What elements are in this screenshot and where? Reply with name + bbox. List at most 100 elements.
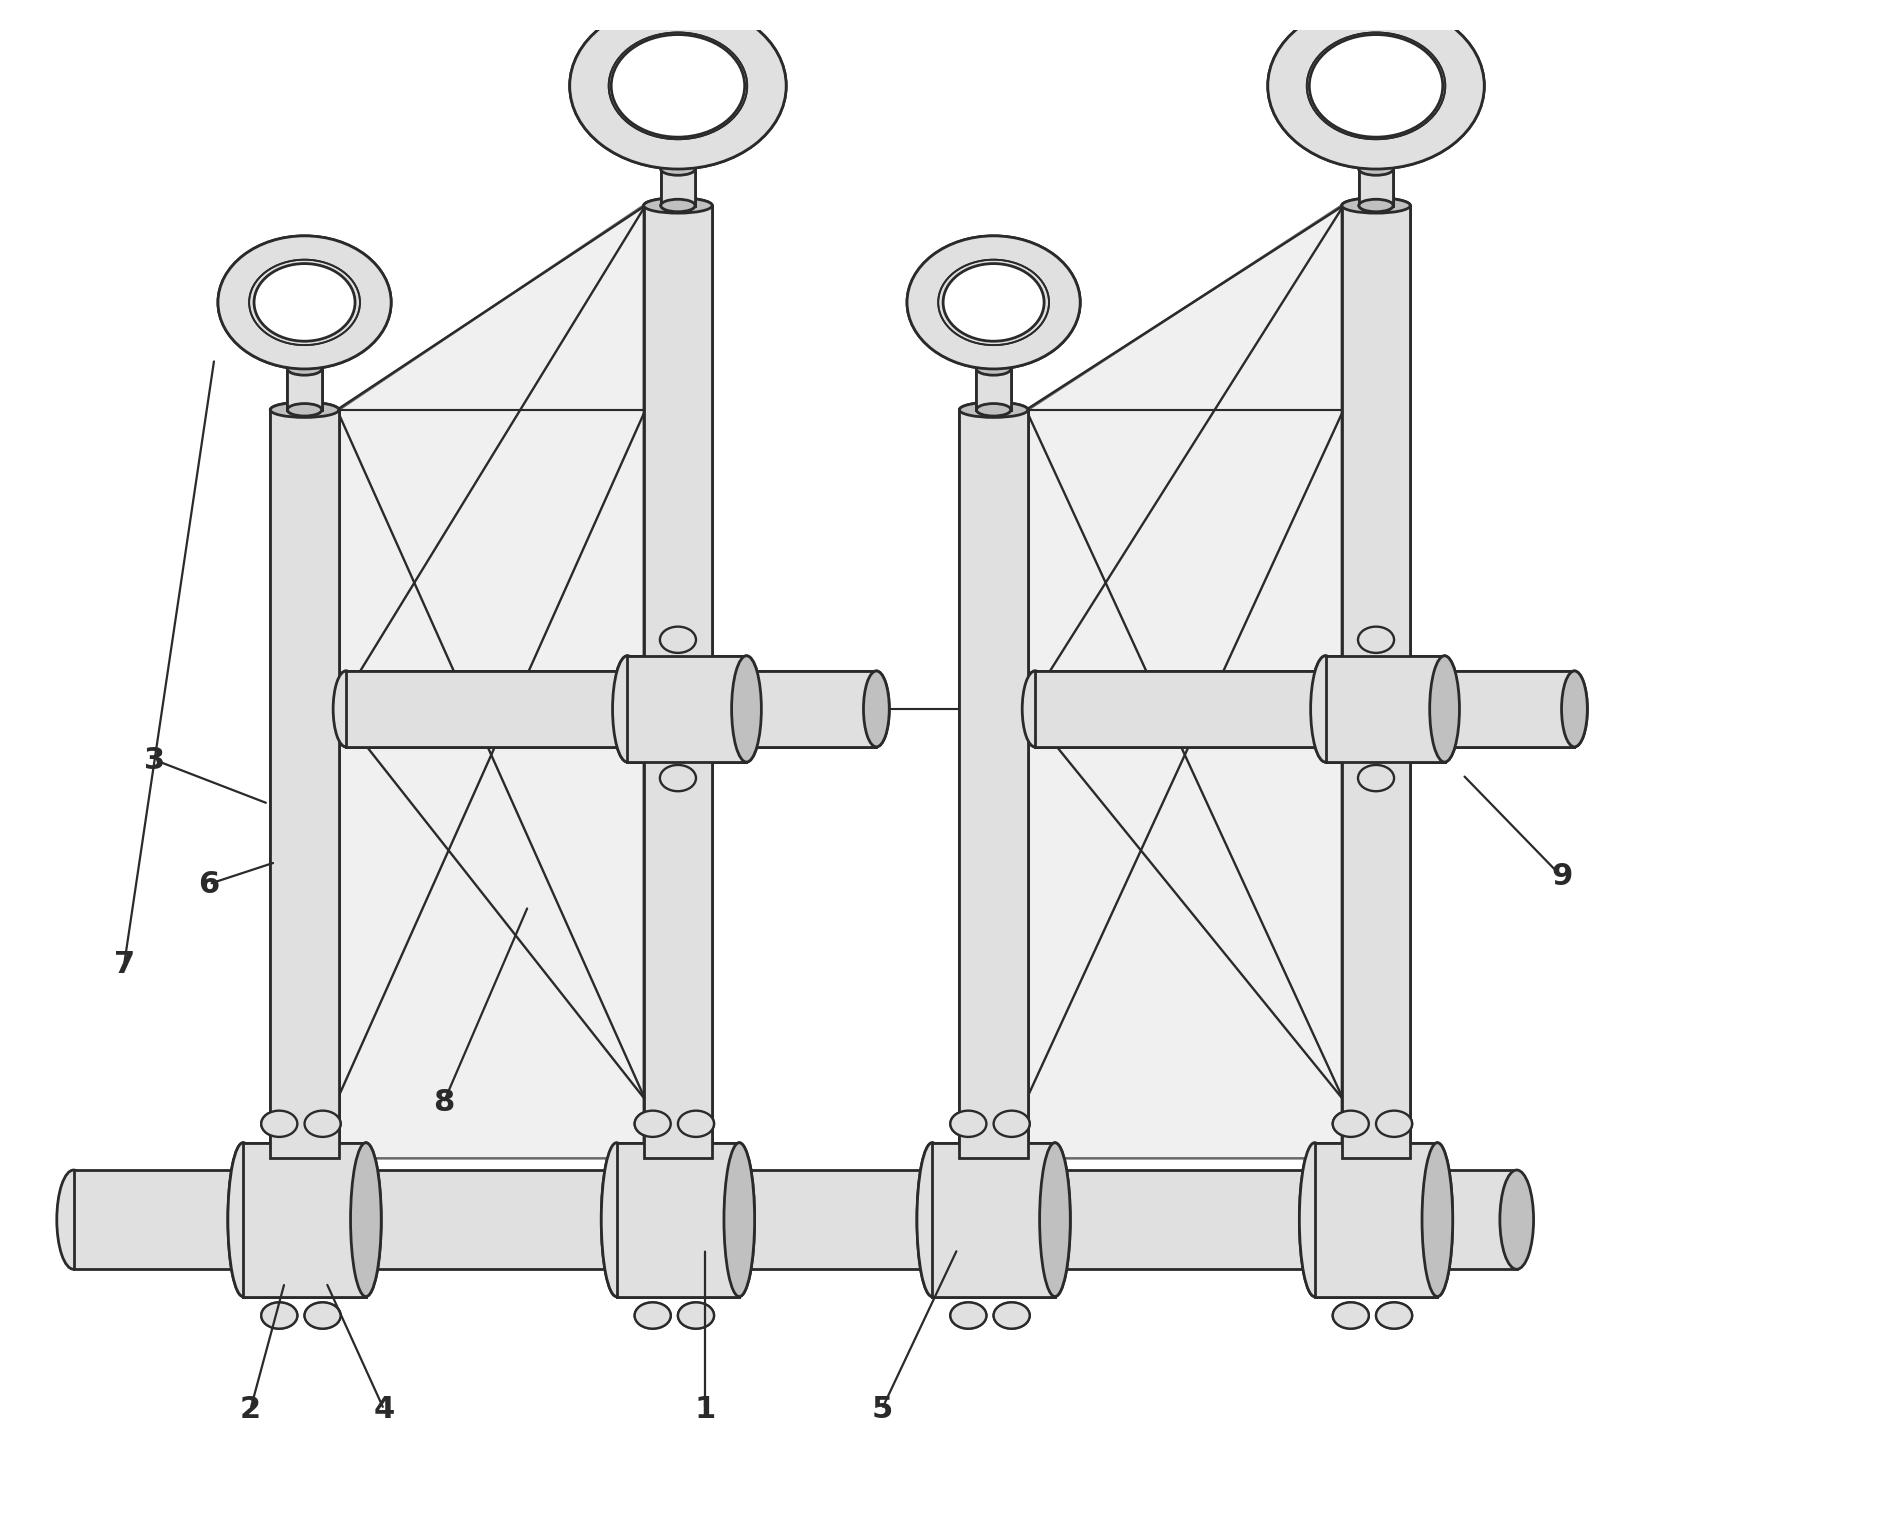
Ellipse shape — [333, 670, 359, 746]
Ellipse shape — [304, 1303, 340, 1328]
Polygon shape — [616, 1143, 738, 1297]
Ellipse shape — [977, 363, 1011, 375]
Ellipse shape — [1359, 163, 1392, 175]
Ellipse shape — [1332, 1303, 1368, 1328]
Text: 9: 9 — [1552, 862, 1573, 891]
Ellipse shape — [227, 1143, 259, 1297]
Ellipse shape — [661, 163, 695, 175]
Ellipse shape — [611, 35, 744, 137]
Ellipse shape — [613, 655, 643, 762]
Ellipse shape — [635, 1111, 671, 1137]
Ellipse shape — [1375, 1303, 1413, 1328]
Ellipse shape — [1022, 670, 1048, 746]
Ellipse shape — [678, 1111, 714, 1137]
Ellipse shape — [644, 1151, 712, 1166]
Ellipse shape — [287, 363, 321, 375]
Polygon shape — [644, 205, 712, 1158]
Ellipse shape — [678, 1303, 714, 1328]
Ellipse shape — [1342, 1151, 1411, 1166]
Ellipse shape — [333, 670, 359, 746]
Polygon shape — [1035, 670, 1575, 746]
Ellipse shape — [271, 403, 338, 418]
Ellipse shape — [1300, 1143, 1330, 1297]
Polygon shape — [628, 655, 746, 762]
Ellipse shape — [917, 1143, 947, 1297]
Ellipse shape — [644, 198, 712, 213]
Ellipse shape — [1499, 1170, 1533, 1269]
Ellipse shape — [1359, 199, 1392, 211]
Text: 5: 5 — [872, 1395, 893, 1424]
Ellipse shape — [287, 403, 321, 416]
Ellipse shape — [660, 626, 695, 654]
Polygon shape — [932, 1143, 1054, 1297]
Ellipse shape — [611, 35, 744, 137]
Polygon shape — [977, 369, 1011, 410]
Ellipse shape — [304, 1111, 340, 1137]
Polygon shape — [1315, 1143, 1437, 1297]
Polygon shape — [1028, 205, 1342, 1158]
Text: 6: 6 — [199, 869, 220, 898]
Ellipse shape — [1300, 1143, 1330, 1297]
Ellipse shape — [661, 163, 695, 175]
Ellipse shape — [678, 1303, 714, 1328]
Text: 4: 4 — [374, 1395, 395, 1424]
Ellipse shape — [304, 1111, 340, 1137]
Ellipse shape — [1422, 1143, 1452, 1297]
Text: 8: 8 — [432, 1088, 455, 1117]
Polygon shape — [1342, 205, 1411, 1158]
Ellipse shape — [261, 1111, 297, 1137]
Ellipse shape — [661, 199, 695, 211]
Polygon shape — [960, 410, 1028, 1158]
Ellipse shape — [271, 1151, 338, 1166]
Ellipse shape — [644, 1151, 712, 1166]
Ellipse shape — [908, 236, 1080, 369]
Ellipse shape — [1359, 626, 1394, 654]
Ellipse shape — [1022, 670, 1048, 746]
Polygon shape — [1325, 655, 1445, 762]
Ellipse shape — [227, 1143, 259, 1297]
Polygon shape — [1359, 169, 1392, 205]
Ellipse shape — [304, 1303, 340, 1328]
Text: 3: 3 — [145, 745, 165, 775]
Ellipse shape — [351, 1143, 381, 1297]
Ellipse shape — [1332, 1111, 1368, 1137]
Ellipse shape — [864, 670, 889, 746]
Ellipse shape — [1561, 670, 1588, 746]
Ellipse shape — [660, 765, 695, 792]
Ellipse shape — [908, 236, 1080, 369]
Ellipse shape — [960, 403, 1028, 418]
Ellipse shape — [951, 1303, 986, 1328]
Polygon shape — [1325, 655, 1445, 762]
Ellipse shape — [1268, 3, 1484, 169]
Text: 1: 1 — [695, 1395, 716, 1424]
Ellipse shape — [1268, 3, 1484, 169]
Ellipse shape — [1375, 1111, 1413, 1137]
Polygon shape — [661, 169, 695, 205]
Polygon shape — [1035, 670, 1575, 746]
Ellipse shape — [960, 1151, 1028, 1166]
Ellipse shape — [1359, 765, 1394, 792]
Ellipse shape — [1342, 198, 1411, 213]
Ellipse shape — [917, 1143, 947, 1297]
Ellipse shape — [943, 263, 1045, 340]
Ellipse shape — [731, 655, 761, 762]
Ellipse shape — [635, 1303, 671, 1328]
Ellipse shape — [271, 1151, 338, 1166]
Ellipse shape — [951, 1111, 986, 1137]
Ellipse shape — [661, 199, 695, 211]
Ellipse shape — [635, 1111, 671, 1137]
Ellipse shape — [1310, 35, 1443, 137]
Ellipse shape — [678, 1111, 714, 1137]
Ellipse shape — [1039, 1143, 1071, 1297]
Ellipse shape — [977, 403, 1011, 416]
Ellipse shape — [994, 1111, 1030, 1137]
Text: 7: 7 — [113, 950, 135, 979]
Polygon shape — [628, 655, 746, 762]
Ellipse shape — [1039, 1143, 1071, 1297]
Polygon shape — [73, 1170, 1516, 1269]
Ellipse shape — [1332, 1111, 1368, 1137]
Ellipse shape — [1430, 655, 1460, 762]
Ellipse shape — [644, 198, 712, 213]
Ellipse shape — [1332, 1303, 1368, 1328]
Ellipse shape — [287, 403, 321, 416]
